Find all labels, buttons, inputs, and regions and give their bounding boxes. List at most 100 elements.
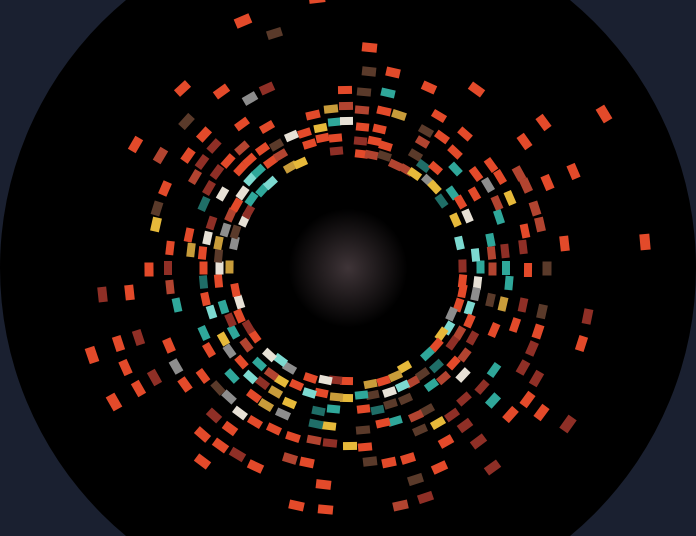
radial-tile (395, 380, 410, 393)
radial-tile (449, 212, 462, 227)
radial-tile (518, 297, 529, 312)
radial-tile (575, 334, 588, 351)
radial-tile (242, 91, 259, 106)
radial-tile (519, 224, 530, 239)
radial-tile (519, 240, 529, 255)
radial-tile (464, 300, 476, 315)
radial-tile (444, 407, 460, 422)
radial-tile (222, 421, 239, 437)
radial-tile (288, 499, 305, 511)
radial-tile (329, 392, 343, 401)
radial-tile (153, 147, 168, 164)
radial-tile (596, 105, 613, 124)
radial-tile (214, 274, 223, 288)
radial-tile (223, 343, 237, 358)
radial-tile (454, 236, 465, 250)
radial-tile (259, 81, 275, 95)
radial-tile (323, 105, 338, 114)
radial-tile (524, 263, 532, 277)
radial-tile (416, 491, 433, 504)
radial-tile (430, 416, 446, 430)
radial-tile (391, 109, 407, 121)
radial-tile (536, 303, 548, 319)
radial-tile (503, 190, 516, 206)
radial-tile (234, 140, 250, 155)
radial-tile (239, 337, 253, 352)
radial-tile (97, 286, 108, 302)
radial-tile (199, 275, 208, 289)
radial-tile (398, 392, 413, 405)
radial-tile (330, 146, 344, 155)
radial-tile (285, 431, 301, 443)
radial-tile (247, 415, 263, 429)
radial-tile (178, 113, 195, 130)
radial-tile (202, 231, 213, 245)
radial-tile (343, 442, 357, 450)
radial-tile (457, 284, 467, 298)
radial-tile (194, 426, 211, 443)
radial-tile (150, 200, 163, 216)
radial-tile (196, 368, 211, 384)
radial-tile (502, 405, 519, 422)
radial-tile (502, 261, 510, 275)
radial-tile (376, 106, 391, 117)
radial-tile (198, 196, 211, 212)
radial-tile (364, 150, 378, 160)
radial-tile (408, 410, 424, 423)
radial-tile (355, 122, 369, 131)
radial-tile (211, 438, 228, 454)
radial-tile (477, 260, 485, 273)
radial-tile (263, 175, 278, 190)
radial-tile (434, 129, 450, 144)
radial-tile (282, 452, 298, 465)
radial-tile (471, 248, 480, 262)
radial-tile (431, 461, 448, 475)
radial-tile (358, 442, 373, 451)
radial-tile (315, 133, 329, 143)
radial-tile (463, 314, 476, 329)
radial-tile (363, 456, 378, 467)
radial-tile (131, 379, 146, 396)
radial-tile (242, 152, 257, 167)
radial-tile (456, 368, 471, 384)
radial-tile (168, 359, 183, 376)
radial-tile (582, 308, 594, 324)
radial-tile (447, 145, 463, 160)
radial-tile (232, 405, 248, 420)
radial-tile (258, 398, 274, 412)
radial-tile (158, 180, 172, 196)
radial-tile (200, 262, 208, 275)
corner-vignette (0, 0, 696, 536)
radial-tile (566, 163, 580, 180)
radial-tile (297, 127, 312, 139)
radial-tile (355, 106, 370, 115)
radial-tile (252, 357, 267, 372)
radial-tile (498, 296, 509, 311)
radial-tile (225, 260, 233, 273)
radial-tile (639, 234, 650, 251)
radial-tile (183, 227, 194, 242)
radial-tile (485, 232, 495, 246)
radial-tile (318, 375, 332, 385)
radial-tile (481, 177, 495, 193)
radial-tile (213, 235, 223, 249)
radial-tile (529, 370, 544, 387)
radial-tile (491, 195, 504, 211)
radial-tile (209, 164, 224, 180)
radial-tile (517, 133, 533, 150)
radial-tile (282, 397, 297, 409)
radial-tile (357, 87, 372, 96)
radial-tile (275, 407, 291, 420)
radial-tile (392, 499, 409, 511)
radial-tile (289, 378, 304, 391)
radial-tile (470, 434, 487, 450)
radial-tile (500, 244, 509, 259)
radial-tile (329, 134, 343, 143)
radial-tile (85, 346, 100, 364)
radial-tile (461, 209, 474, 224)
radial-tile (186, 243, 196, 258)
radial-tile (124, 284, 135, 300)
radial-tile (307, 435, 322, 446)
radial-tile (428, 161, 443, 176)
radial-tile (515, 359, 530, 376)
